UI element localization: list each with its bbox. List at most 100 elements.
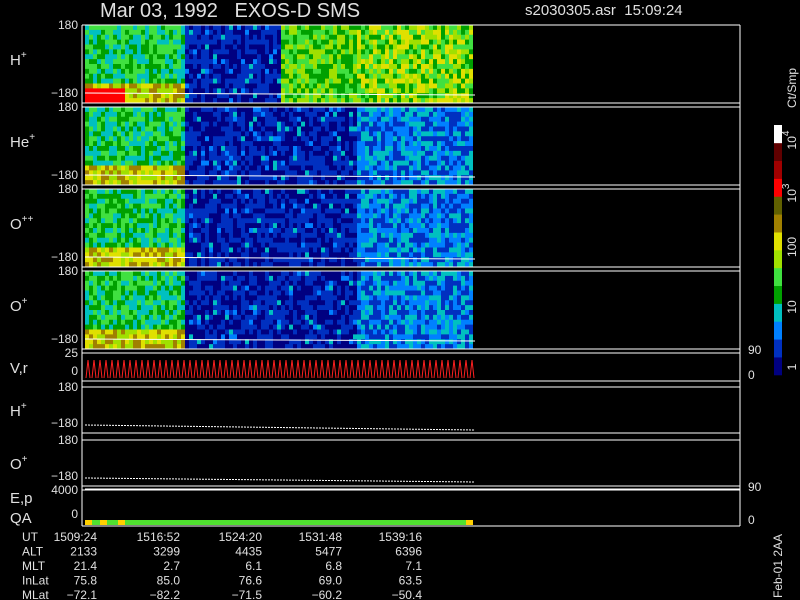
spectrogram-cell: [105, 78, 109, 84]
spectrogram-cell: [365, 121, 369, 127]
spectrogram-cell: [345, 262, 349, 268]
spectrogram-cell: [205, 252, 209, 258]
spectrogram-cell: [97, 324, 101, 330]
spectrogram-cell: [89, 170, 93, 176]
spectrogram-cell: [165, 280, 169, 287]
spectrogram-cell: [449, 98, 453, 104]
spectrogram-cell: [465, 170, 469, 176]
spectrogram-cell: [325, 165, 329, 171]
spectrogram-cell: [149, 49, 153, 55]
spectrogram-cell: [89, 213, 93, 219]
spectrogram-cell: [409, 25, 413, 31]
spectrogram-cell: [129, 334, 133, 340]
spectrogram-cell: [221, 155, 225, 162]
spectrogram-cell: [377, 160, 381, 166]
spectrogram-cell: [329, 116, 333, 123]
spectrogram-cell: [161, 237, 165, 244]
spectrogram-cell: [373, 107, 377, 113]
spectrogram-cell: [313, 213, 317, 219]
spectrogram-cell: [89, 285, 93, 291]
spectrogram-cell: [333, 141, 337, 147]
spectrogram-cell: [329, 247, 333, 253]
spectrogram-cell: [409, 44, 413, 50]
spectrogram-cell: [405, 73, 409, 80]
spectrogram-cell: [117, 44, 121, 50]
spectrogram-cell: [157, 232, 161, 239]
spectrogram-cell: [413, 160, 417, 166]
spectrogram-cell: [273, 116, 277, 123]
spectrogram-cell: [441, 68, 445, 75]
spectrogram-cell: [425, 78, 429, 84]
spectrogram-cell: [401, 193, 405, 200]
spectrogram-cell: [277, 237, 281, 244]
spectrogram-cell: [361, 34, 365, 41]
spectrogram-cell: [441, 203, 445, 209]
spectrogram-cell: [221, 198, 225, 205]
spectrogram-cell: [185, 170, 189, 176]
spectrogram-cell: [169, 111, 173, 118]
spectrogram-cell: [281, 257, 285, 263]
spectrogram-cell: [217, 189, 221, 195]
spectrogram-cell: [201, 213, 205, 219]
spectrogram-cell: [137, 155, 141, 162]
spectrogram-cell: [413, 146, 417, 152]
spectrogram-cell: [185, 208, 189, 214]
spectrogram-cell: [405, 193, 409, 200]
spectrogram-cell: [189, 170, 193, 176]
spectrogram-cell: [93, 218, 97, 224]
spectrogram-cell: [101, 295, 105, 301]
spectrogram-cell: [377, 165, 381, 171]
spectrogram-cell: [109, 126, 113, 132]
spectrogram-cell: [185, 155, 189, 162]
spectrogram-cell: [201, 107, 205, 113]
spectrogram-cell: [133, 34, 137, 41]
spectrogram-cell: [417, 237, 421, 244]
spectrogram-cell: [365, 232, 369, 239]
spectrogram-cell: [337, 213, 341, 219]
spectrogram-cell: [313, 218, 317, 224]
spectrogram-cell: [361, 218, 365, 224]
spectrogram-cell: [97, 285, 101, 291]
spectrogram-cell: [241, 175, 245, 181]
spectrogram-cell: [189, 232, 193, 239]
spectrogram-cell: [357, 83, 361, 89]
spectrogram-cell: [213, 189, 217, 195]
spectrogram-cell: [393, 175, 397, 181]
spectrogram-cell: [389, 208, 393, 214]
spectrogram-cell: [293, 88, 297, 94]
spectrogram-cell: [429, 39, 433, 45]
spectrogram-cell: [165, 83, 169, 89]
spectrogram-cell: [121, 78, 125, 84]
spectrogram-cell: [137, 223, 141, 229]
spectrogram-cell: [333, 218, 337, 224]
spectrogram-cell: [217, 34, 221, 41]
spectrogram-cell: [393, 98, 397, 104]
spectrogram-cell: [237, 93, 241, 99]
spectrogram-cell: [209, 54, 213, 60]
spectrogram-cell: [125, 324, 129, 330]
spectrogram-cell: [405, 78, 409, 84]
spectrogram-cell: [181, 44, 185, 50]
spectrogram-cell: [245, 83, 249, 89]
spectrogram-cell: [417, 68, 421, 75]
spectrogram-cell: [409, 170, 413, 176]
spectrogram-cell: [461, 180, 465, 186]
spectrogram-cell: [165, 329, 169, 335]
spectrogram-cell: [469, 146, 473, 152]
spectrogram-cell: [249, 93, 253, 99]
spectrogram-cell: [421, 29, 425, 36]
spectrogram-cell: [285, 198, 289, 205]
spectrogram-cell: [221, 208, 225, 214]
spectrogram-cell: [441, 160, 445, 166]
spectrogram-cell: [421, 218, 425, 224]
spectrogram-cell: [281, 180, 285, 186]
spectrogram-cell: [265, 213, 269, 219]
spectrogram-cell: [281, 170, 285, 176]
spectrogram-cell: [169, 73, 173, 80]
spectrogram-cell: [321, 73, 325, 80]
spectrogram-cell: [357, 208, 361, 214]
spectrogram-cell: [173, 107, 177, 113]
spectrogram-cell: [229, 155, 233, 162]
spectrogram-cell: [369, 193, 373, 200]
spectrogram-cell: [93, 247, 97, 253]
